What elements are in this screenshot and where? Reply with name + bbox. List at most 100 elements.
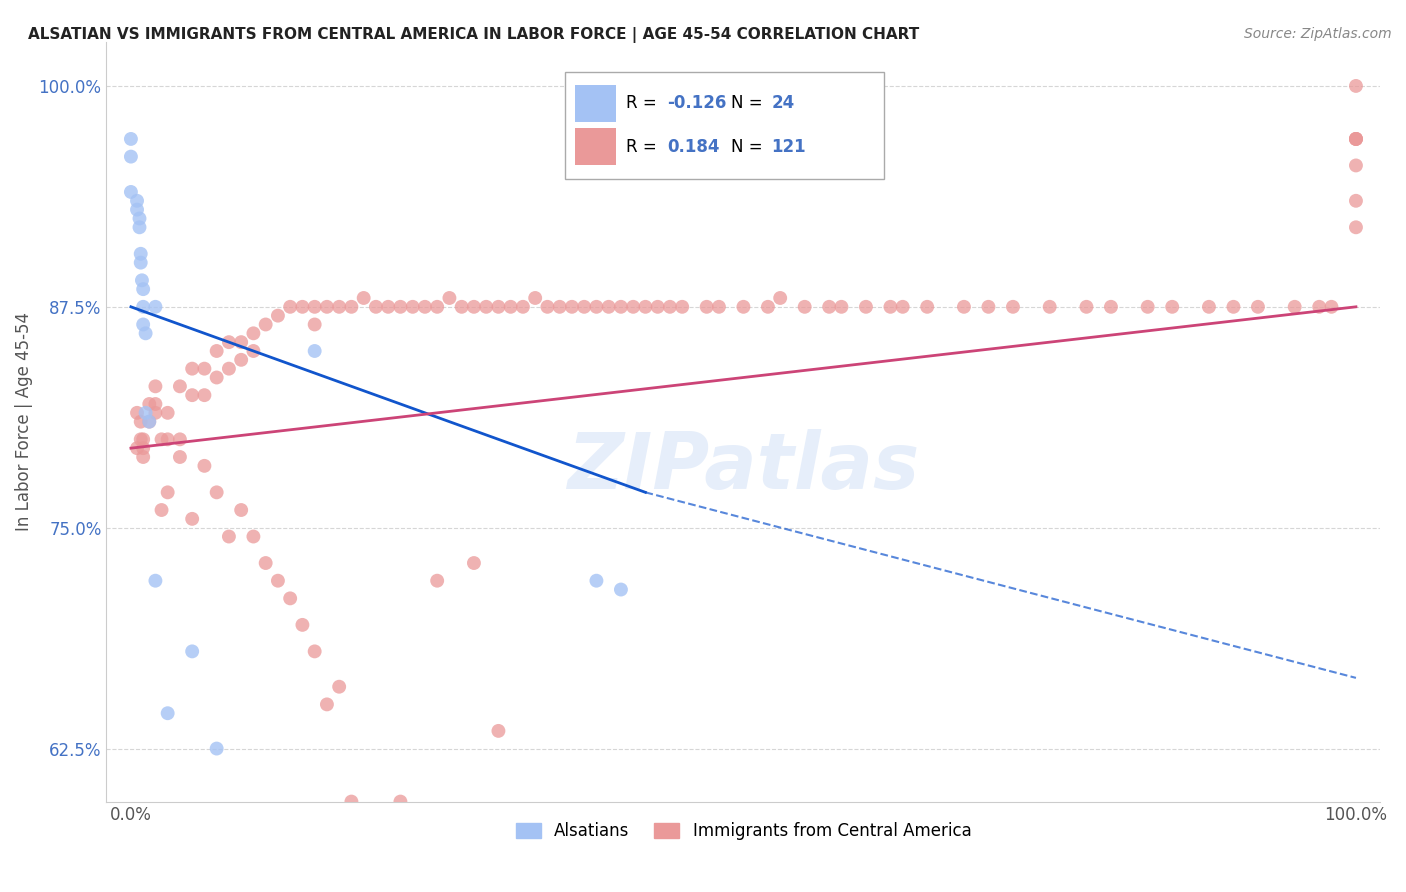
Point	[132, 450, 155, 464]
Point	[488, 300, 510, 314]
Point	[1344, 132, 1367, 146]
Point	[1344, 194, 1367, 208]
Point	[304, 300, 326, 314]
Point	[169, 450, 191, 464]
Text: ALSATIAN VS IMMIGRANTS FROM CENTRAL AMERICA IN LABOR FORCE | AGE 45-54 CORRELATI: ALSATIAN VS IMMIGRANTS FROM CENTRAL AMER…	[28, 27, 920, 43]
Point	[193, 388, 215, 402]
Point	[1344, 132, 1367, 146]
Point	[426, 300, 449, 314]
Point	[610, 582, 633, 597]
Text: N =: N =	[731, 137, 768, 155]
Point	[450, 300, 472, 314]
Point	[891, 300, 914, 314]
Point	[150, 433, 173, 447]
Point	[1001, 300, 1024, 314]
Point	[150, 503, 173, 517]
Point	[389, 795, 412, 809]
Point	[129, 415, 152, 429]
Point	[205, 485, 228, 500]
Point	[671, 300, 693, 314]
Point	[181, 361, 204, 376]
Point	[364, 300, 387, 314]
Point	[145, 300, 167, 314]
Point	[561, 300, 583, 314]
Point	[120, 150, 142, 164]
Point	[278, 591, 301, 606]
Point	[1308, 300, 1330, 314]
Point	[128, 211, 150, 226]
Point	[132, 441, 155, 455]
Point	[254, 556, 277, 570]
Point	[1136, 300, 1159, 314]
Point	[231, 335, 253, 350]
Point	[475, 300, 498, 314]
Point	[536, 300, 558, 314]
Point	[138, 397, 160, 411]
Point	[1344, 78, 1367, 93]
Point	[879, 300, 901, 314]
Point	[267, 574, 290, 588]
Point	[499, 300, 522, 314]
Point	[132, 300, 155, 314]
Point	[132, 433, 155, 447]
Point	[231, 503, 253, 517]
Point	[1099, 300, 1122, 314]
Point	[1284, 300, 1306, 314]
Point	[647, 300, 669, 314]
Text: 24: 24	[772, 95, 794, 112]
Point	[413, 300, 436, 314]
Point	[218, 529, 240, 543]
Y-axis label: In Labor Force | Age 45-54: In Labor Force | Age 45-54	[15, 312, 32, 531]
Point	[696, 300, 718, 314]
Point	[585, 574, 607, 588]
Point	[793, 300, 815, 314]
Point	[756, 300, 779, 314]
Point	[120, 132, 142, 146]
Point	[205, 741, 228, 756]
Point	[205, 343, 228, 358]
Text: 0.184: 0.184	[666, 137, 720, 155]
Point	[733, 300, 755, 314]
Point	[1344, 132, 1367, 146]
Text: ZIPatlas: ZIPatlas	[567, 429, 920, 505]
Point	[439, 291, 461, 305]
Point	[598, 300, 620, 314]
Point	[977, 300, 1000, 314]
Point	[1198, 300, 1220, 314]
Point	[304, 318, 326, 332]
Point	[610, 300, 633, 314]
Point	[953, 300, 976, 314]
Point	[1039, 300, 1062, 314]
Point	[218, 335, 240, 350]
Legend: Alsatians, Immigrants from Central America: Alsatians, Immigrants from Central Ameri…	[509, 815, 979, 847]
Point	[145, 397, 167, 411]
Point	[242, 529, 264, 543]
Point	[254, 318, 277, 332]
Point	[915, 300, 938, 314]
Point	[138, 415, 160, 429]
Point	[340, 795, 363, 809]
Point	[205, 370, 228, 384]
Point	[364, 804, 387, 818]
Point	[707, 300, 730, 314]
Point	[1344, 158, 1367, 172]
Point	[125, 194, 148, 208]
Point	[316, 300, 339, 314]
Point	[855, 300, 877, 314]
Point	[125, 202, 148, 217]
Point	[156, 706, 179, 721]
Point	[512, 300, 534, 314]
Text: Source: ZipAtlas.com: Source: ZipAtlas.com	[1244, 27, 1392, 41]
Point	[125, 406, 148, 420]
FancyBboxPatch shape	[575, 85, 616, 121]
Point	[548, 300, 571, 314]
Point	[634, 300, 657, 314]
Point	[135, 326, 157, 341]
Point	[316, 698, 339, 712]
Text: R =: R =	[626, 137, 662, 155]
Point	[1344, 132, 1367, 146]
Point	[156, 485, 179, 500]
Text: -0.126: -0.126	[666, 95, 727, 112]
Point	[181, 644, 204, 658]
Point	[135, 406, 157, 420]
